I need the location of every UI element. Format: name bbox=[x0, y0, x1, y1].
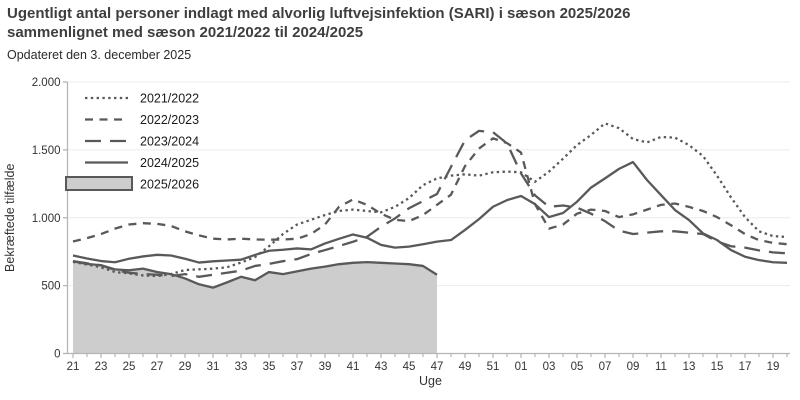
x-tick-label: 15 bbox=[711, 361, 724, 373]
x-tick-label: 51 bbox=[487, 361, 500, 373]
legend-label: 2021/2022 bbox=[140, 92, 199, 106]
legend-label: 2024/2025 bbox=[140, 156, 199, 170]
x-tick-label: 49 bbox=[459, 361, 472, 373]
x-tick-label: 25 bbox=[123, 361, 136, 373]
x-tick-label: 37 bbox=[291, 361, 304, 373]
page-title: Ugentligt antal personer indlagt med alv… bbox=[7, 5, 793, 43]
legend-swatch-area bbox=[65, 176, 133, 191]
line-series-2022-2023 bbox=[72, 137, 788, 246]
legend-item-2024-2025: 2024/2025 bbox=[85, 156, 199, 170]
x-tick-label: 13 bbox=[683, 361, 696, 373]
legend-label: 2025/2026 bbox=[140, 178, 199, 192]
legend-item-2022-2023: 2022/2023 bbox=[85, 113, 199, 127]
x-tick-label: 33 bbox=[235, 361, 248, 373]
y-tick-label: 0 bbox=[54, 349, 60, 361]
x-tick-label: 39 bbox=[319, 361, 332, 373]
x-tick-label: 05 bbox=[571, 361, 584, 373]
x-tick-label: 21 bbox=[67, 361, 80, 373]
area-series-2025-2026 bbox=[73, 261, 437, 354]
legend-item-2025-2026: 2025/2026 bbox=[65, 176, 199, 192]
legend-item-2021-2022: 2021/2022 bbox=[85, 92, 199, 106]
line-series-2024-2025 bbox=[72, 160, 788, 264]
page-title-line1: Ugentligt antal personer indlagt med alv… bbox=[7, 5, 631, 22]
y-tick-label: 1.500 bbox=[32, 145, 61, 157]
chart-header: Ugentligt antal personer indlagt med alv… bbox=[7, 5, 793, 62]
line-series-2021-2022 bbox=[72, 122, 788, 278]
x-tick-label: 29 bbox=[179, 361, 192, 373]
x-tick-label: 27 bbox=[151, 361, 164, 373]
x-tick-label: 07 bbox=[599, 361, 612, 373]
y-tick-label: 500 bbox=[41, 281, 60, 293]
legend-item-2023-2024: 2023/2024 bbox=[85, 135, 199, 149]
y-axis-title: Bekræftede tilfælde bbox=[3, 164, 17, 272]
page-title-line2: sammenlignet med sæson 2021/2022 til 202… bbox=[7, 23, 364, 41]
line-series-2023-2024 bbox=[72, 129, 788, 278]
x-tick-label: 03 bbox=[543, 361, 556, 373]
x-tick-label: 19 bbox=[767, 361, 780, 373]
x-tick-label: 45 bbox=[403, 361, 416, 373]
area-outline-2025-2026 bbox=[72, 260, 438, 289]
x-tick-label: 35 bbox=[263, 361, 276, 373]
x-tick-label: 17 bbox=[739, 361, 752, 373]
legend-label: 2022/2023 bbox=[140, 113, 199, 127]
x-axis-title: Uge bbox=[419, 374, 442, 388]
x-tick-label: 47 bbox=[431, 361, 444, 373]
x-tick-label: 43 bbox=[375, 361, 388, 373]
y-tick-label: 2.000 bbox=[32, 77, 61, 89]
chart-updated-date: Opdateret den 3. december 2025 bbox=[7, 47, 192, 62]
x-tick-label: 23 bbox=[95, 361, 108, 373]
legend-label: 2023/2024 bbox=[140, 135, 199, 149]
y-tick-label: 1.000 bbox=[32, 213, 61, 225]
x-tick-label: 01 bbox=[515, 361, 528, 373]
x-tick-label: 11 bbox=[655, 361, 667, 373]
x-tick-label: 41 bbox=[347, 361, 360, 373]
x-tick-label: 09 bbox=[627, 361, 640, 373]
x-tick-label: 31 bbox=[207, 361, 220, 373]
